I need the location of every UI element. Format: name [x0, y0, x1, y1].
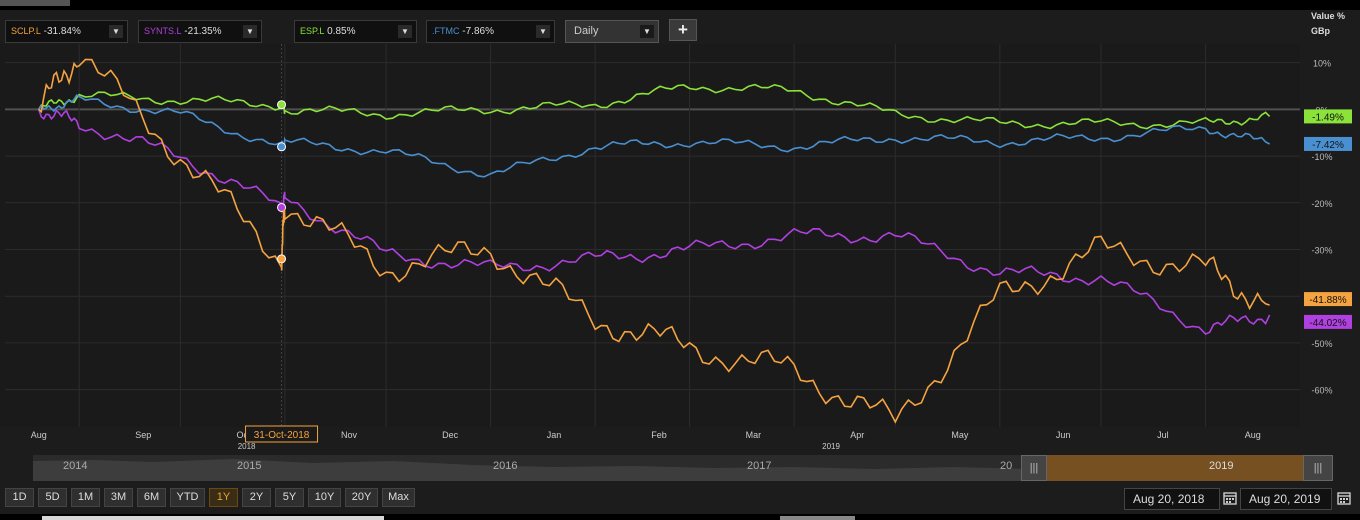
range-button-10y[interactable]: 10Y [308, 488, 341, 507]
x-tick-label: Jan [547, 430, 562, 440]
price-chart[interactable]: 10%0%-10%-20%-30%-40%-50%-60%AugSepOctNo… [0, 0, 1360, 452]
range-button-6m[interactable]: 6M [137, 488, 166, 507]
y-axis-header-value: Value % [1311, 11, 1346, 21]
navigator-year-2018-clip: 20 [1000, 460, 1013, 472]
range-button-1m[interactable]: 1M [71, 488, 100, 507]
legend-name-ftmc: .FTMC [432, 26, 460, 36]
crosshair-point-espl [277, 100, 287, 110]
interval-label: Daily [574, 25, 599, 37]
navigator-left-handle[interactable]: ||| [1021, 455, 1047, 481]
y-tick-label: -10% [1311, 152, 1332, 162]
legend-name-synts: SYNTS.L [144, 26, 182, 36]
legend-value-synts: -21.35% [184, 26, 222, 37]
taskbar-segment [42, 516, 384, 520]
range-button-max[interactable]: Max [382, 488, 415, 507]
series-line-sclpl [38, 58, 1270, 424]
range-button-20y[interactable]: 20Y [345, 488, 378, 507]
x-tick-label: May [951, 430, 969, 440]
crosshair-date-box [245, 425, 319, 443]
plot-area [0, 44, 1300, 427]
x-tick-label: Apr [850, 430, 864, 440]
navigator-right-handle[interactable]: ||| [1303, 455, 1333, 481]
x-tick-label: Aug [31, 430, 47, 440]
y-tick-label: -60% [1311, 386, 1332, 396]
series-line-ftmc [38, 94, 1270, 178]
interval-select[interactable]: Daily ▼ [565, 20, 659, 43]
crosshair-date-label: 31-Oct-2018 [254, 430, 310, 441]
x-tick-label: Sep [135, 430, 151, 440]
x-tick-label: Mar [746, 430, 762, 440]
navigator-year-2017: 2017 [747, 460, 772, 472]
end-value-badge [1304, 314, 1352, 329]
navigator-area [33, 459, 1043, 481]
y-tick-label: 10% [1313, 59, 1331, 69]
date-from-field[interactable]: Aug 20, 2018 [1124, 488, 1220, 510]
x-tick-label: Jul [1157, 430, 1169, 440]
chevron-down-icon[interactable]: ▼ [398, 25, 412, 38]
navigator-year-2016: 2016 [493, 460, 518, 472]
range-button-ytd[interactable]: YTD [170, 488, 205, 507]
legend-value-sclp: -31.84% [43, 26, 81, 37]
range-button-1y[interactable]: 1Y [209, 488, 238, 507]
year-label-2019: 2019 [822, 442, 840, 451]
legend-name-sclp: SCLP.L [11, 26, 41, 36]
y-tick-label: -30% [1311, 246, 1332, 256]
navigator-year-2014: 2014 [63, 460, 88, 472]
end-value-badge [1304, 136, 1352, 151]
chevron-down-icon[interactable]: ▼ [109, 25, 123, 38]
window-tab[interactable] [0, 0, 70, 6]
legend-chip-ftmc[interactable]: .FTMC -7.86% ▼ [426, 20, 555, 43]
taskbar-segment [780, 516, 855, 520]
calendar-icon[interactable] [1336, 490, 1352, 506]
legend-value-ftmc: -7.86% [462, 26, 494, 37]
navigator-year-2019: 2019 [1209, 460, 1234, 472]
legend-chip-synts[interactable]: SYNTS.L -21.35% ▼ [138, 20, 262, 43]
y-axis-header-unit: GBp [1311, 26, 1330, 36]
end-value-badge [1304, 292, 1352, 307]
x-tick-label: Aug [1245, 430, 1261, 440]
calendar-icon[interactable] [1222, 490, 1238, 506]
x-tick-label: Oct [236, 430, 251, 440]
x-tick-label: Feb [651, 430, 667, 440]
range-button-1d[interactable]: 1D [5, 488, 34, 507]
year-label-2018: 2018 [238, 442, 256, 451]
end-value-label: -1.49% [1312, 112, 1344, 123]
crosshair-point-syntsl [277, 202, 287, 212]
date-to-field[interactable]: Aug 20, 2019 [1240, 488, 1332, 510]
crosshair-point-sclpl [277, 254, 287, 264]
range-button-2y[interactable]: 2Y [242, 488, 271, 507]
end-value-badge [1304, 109, 1352, 124]
x-tick-label: Nov [341, 430, 358, 440]
navigator-selection[interactable] [1047, 455, 1303, 481]
range-button-5d[interactable]: 5D [38, 488, 67, 507]
chevron-down-icon[interactable]: ▼ [243, 25, 257, 38]
chevron-down-icon[interactable]: ▼ [640, 25, 654, 38]
legend-value-esp: 0.85% [327, 26, 356, 37]
series-line-syntsl [37, 109, 1271, 336]
series-line-espl [38, 83, 1271, 130]
x-tick-label: Dec [442, 430, 459, 440]
range-button-3m[interactable]: 3M [104, 488, 133, 507]
navigator-year-2015: 2015 [237, 460, 262, 472]
add-series-button[interactable]: + [669, 19, 697, 41]
window-top-bar [0, 0, 1360, 10]
chevron-down-icon[interactable]: ▼ [536, 25, 550, 38]
y-tick-label: -20% [1311, 199, 1332, 209]
window-bottom-bar [0, 514, 1360, 520]
y-tick-label: -50% [1311, 339, 1332, 349]
range-button-5y[interactable]: 5Y [275, 488, 304, 507]
end-value-label: -7.42% [1312, 140, 1344, 151]
end-value-label: -41.88% [1309, 295, 1346, 306]
end-value-label: -44.02% [1309, 318, 1346, 329]
legend-chip-sclp[interactable]: SCLP.L -31.84% ▼ [5, 20, 128, 43]
legend-chip-esp[interactable]: ESP.L 0.85% ▼ [294, 20, 417, 43]
x-tick-label: Jun [1056, 430, 1071, 440]
legend-name-esp: ESP.L [300, 26, 325, 36]
time-navigator[interactable]: 2014 2015 2016 2017 20 ||| ||| 2019 [33, 455, 1333, 481]
crosshair-point-ftmc [277, 142, 287, 152]
